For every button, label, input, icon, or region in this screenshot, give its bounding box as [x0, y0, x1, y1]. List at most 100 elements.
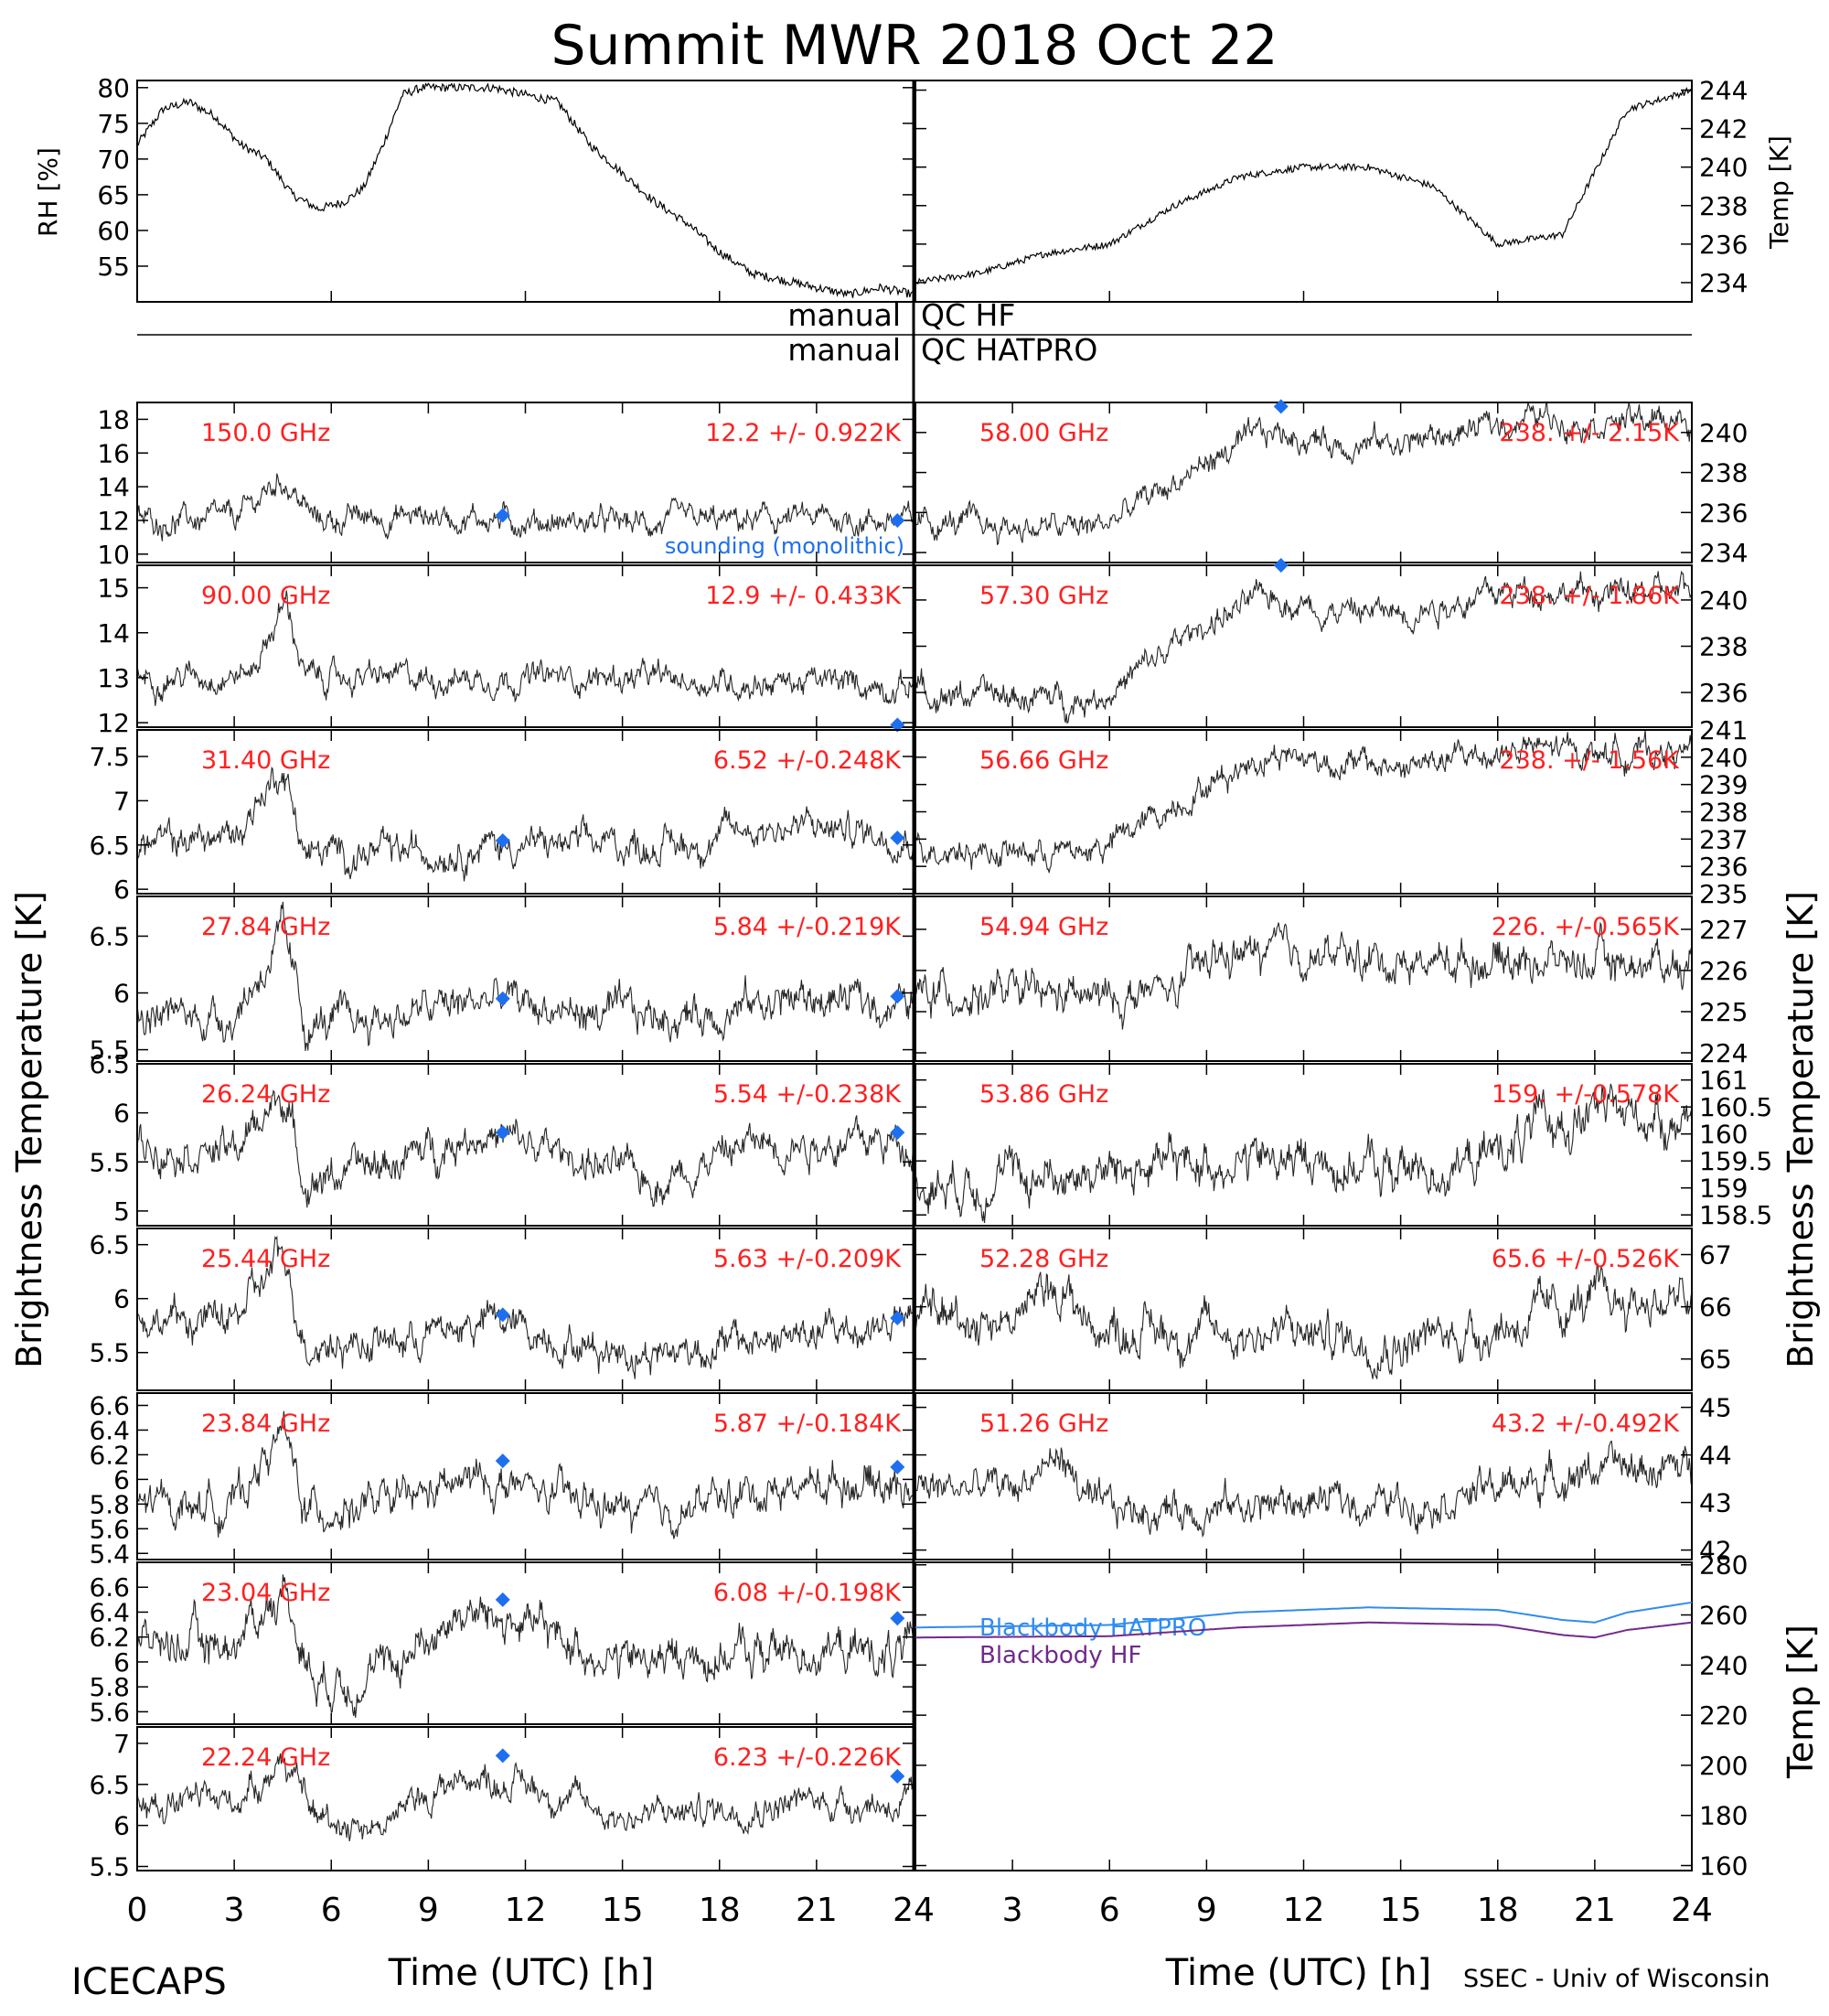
y-tick-label: 159	[1699, 1174, 1748, 1204]
right-ylabel: Brightness Temperature [K]	[1781, 891, 1821, 1368]
y-tick-label: 14	[97, 472, 130, 502]
x-tick-label: 9	[1196, 1892, 1217, 1929]
rh-frame	[136, 80, 914, 303]
y-tick-label: 159.5	[1699, 1146, 1772, 1176]
xlabel-left: Time (UTC) [h]	[388, 1952, 654, 1994]
channel-stat: 238. +/- 1.86K	[1499, 582, 1680, 610]
panel-ch2544: 5.5 6 6.5 25.44 GHz 5.63 +/-0.209K	[89, 1228, 914, 1391]
y-tick-label: 238	[1699, 191, 1748, 221]
sounding-marker	[890, 1611, 905, 1626]
channel-label: 23.04 GHz	[201, 1579, 330, 1607]
x-tick-label: 24	[893, 1892, 935, 1929]
y-tick-label: 235	[1699, 879, 1748, 909]
x-tick-label: 6	[1099, 1892, 1120, 1929]
y-tick-label: 240	[1699, 418, 1748, 448]
channel-stat: 12.9 +/- 0.433K	[705, 582, 902, 610]
qc-label-right-2: QC HATPRO	[921, 332, 1097, 368]
y-tick-label: 6	[113, 1464, 130, 1495]
y-tick-label: 227	[1699, 915, 1748, 945]
y-tick-label: 14	[97, 618, 130, 649]
y-tick-label: 5.5	[89, 1035, 130, 1066]
xlabel-right: Time (UTC) [h]	[1165, 1952, 1431, 1994]
sounding-marker	[495, 832, 510, 848]
sounding-marker	[495, 1307, 510, 1323]
y-tick-label: 5.4	[89, 1539, 130, 1569]
y-tick-label: 6.2	[89, 1623, 130, 1653]
y-tick-label: 240	[1699, 743, 1748, 773]
y-tick-label: 5.5	[89, 1147, 130, 1177]
y-tick-label: 234	[1699, 268, 1748, 298]
sounding-marker	[495, 508, 510, 523]
x-axis-labels: 0 3 3 6 6 9 9 12 12 15 15 18 18 21 21 24 24	[127, 1892, 1713, 1929]
brightness-temperature-series	[914, 921, 1693, 1030]
brightness-temperature-series	[914, 401, 1693, 546]
y-tick-label: 43	[1699, 1488, 1732, 1518]
temp-frame	[914, 80, 1693, 303]
y-tick-label: 5.8	[89, 1672, 130, 1702]
brightness-temperature-series	[136, 1089, 914, 1208]
y-tick-label: 13	[97, 663, 130, 693]
x-tick-label: 24	[1671, 1892, 1713, 1929]
y-tick-label: 16	[97, 438, 130, 468]
y-tick-label: 161	[1699, 1066, 1748, 1096]
y-tick-label: 45	[1699, 1393, 1732, 1423]
x-tick-label: 6	[321, 1892, 342, 1929]
panel-ch2624: 5 5.5 6 6.5 26.24 GHz 5.54 +/-0.238K	[89, 1049, 914, 1227]
y-tick-label: 6.2	[89, 1440, 130, 1470]
y-tick-label: 7	[113, 1729, 130, 1759]
y-tick-label: 5.5	[89, 1852, 130, 1882]
blackbody-ylabel: Temp [K]	[1781, 1625, 1821, 1779]
sounding-marker	[890, 989, 905, 1004]
y-tick-label: 236	[1699, 498, 1748, 528]
brightness-temperature-series	[136, 766, 914, 882]
y-tick-label: 238	[1699, 632, 1748, 662]
panel-ch3140: 6 6.5 7 7.5 31.40 GHz 6.52 +/-0.248K	[89, 729, 914, 905]
y-tick-label: 42	[1699, 1536, 1732, 1566]
x-tick-label: 21	[796, 1892, 838, 1929]
y-tick-label: 5.6	[89, 1697, 130, 1727]
brightness-temperature-series	[136, 473, 914, 542]
x-tick-label: 0	[127, 1892, 148, 1929]
y-tick-label: 226	[1699, 956, 1748, 986]
y-tick-label: 66	[1699, 1292, 1732, 1323]
channel-label: 57.30 GHz	[979, 582, 1108, 610]
brightness-temperature-series	[136, 1235, 914, 1379]
brightness-temperature-series	[136, 1410, 914, 1539]
sounding-marker	[890, 512, 905, 528]
x-tick-label: 18	[699, 1892, 741, 1929]
y-tick-label: 244	[1699, 76, 1748, 106]
y-tick-label: 158.5	[1699, 1200, 1772, 1230]
channel-label: 150.0 GHz	[201, 419, 330, 447]
channel-stat: 43.2 +/-0.492K	[1492, 1410, 1680, 1438]
x-tick-label: 15	[602, 1892, 644, 1929]
x-tick-label: 3	[224, 1892, 245, 1929]
y-tick-label: 240	[1699, 153, 1748, 183]
channel-stat: 226. +/-0.565K	[1492, 913, 1680, 941]
blackbody-series-line	[915, 1601, 1693, 1629]
y-tick-label: 5	[113, 1196, 130, 1227]
panel-ch2784: 5.5 6 6.5 27.84 GHz 5.84 +/-0.219K	[89, 895, 914, 1066]
y-tick-label: 6.5	[89, 1049, 130, 1079]
x-tick-label: 18	[1477, 1892, 1519, 1929]
channel-label: 25.44 GHz	[201, 1245, 330, 1273]
y-tick-label: 7.5	[89, 742, 130, 772]
y-tick-label: 237	[1699, 824, 1748, 854]
y-tick-label: 238	[1699, 458, 1748, 488]
channel-label: 27.84 GHz	[201, 913, 330, 941]
x-tick-label: 12	[505, 1892, 547, 1929]
y-tick-label: 12	[97, 506, 130, 536]
sounding-marker	[890, 1768, 905, 1784]
channel-stat: 65.6 +/-0.526K	[1492, 1245, 1680, 1273]
y-tick-label: 60	[97, 216, 130, 246]
y-tick-label: 225	[1699, 997, 1748, 1027]
brightness-temperature-series	[914, 729, 1693, 874]
sounding-marker	[495, 1125, 510, 1141]
sounding-marker	[495, 1748, 510, 1764]
y-tick-label: 238	[1699, 798, 1748, 828]
channel-label: 56.66 GHz	[979, 746, 1108, 775]
temp-series-line	[914, 87, 1693, 284]
y-tick-label: 44	[1699, 1441, 1732, 1471]
panel-ch2304: 5.65.866.26.46.6 23.04 GHz 6.08 +/-0.198K	[89, 1561, 914, 1727]
